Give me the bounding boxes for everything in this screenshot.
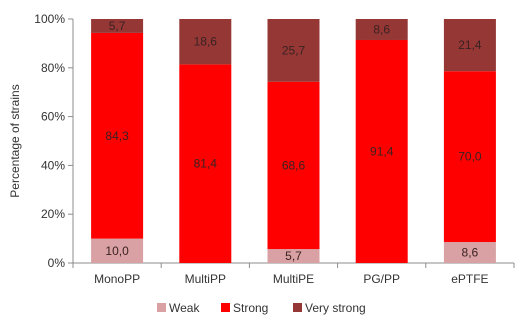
- bar-data-label: 25,7: [282, 43, 306, 57]
- bar-segment: [179, 64, 232, 263]
- legend: Weak Strong Very strong: [157, 301, 366, 315]
- bar-data-label: 81,4: [194, 157, 218, 171]
- bar-data-label: 5,7: [109, 19, 126, 33]
- y-axis-title: Percentage of strains: [8, 84, 22, 197]
- bar-data-label: 5,7: [285, 249, 302, 263]
- bar-segment: [443, 71, 496, 243]
- y-tick-label: 80%: [41, 61, 65, 75]
- bar-data-label: 84,3: [105, 129, 129, 143]
- bar-segment: [179, 19, 232, 65]
- legend-swatch: [221, 303, 230, 312]
- bar-segment: [355, 19, 408, 40]
- bar-segment: [91, 238, 144, 263]
- y-tick-label: 100%: [34, 12, 65, 26]
- bar-segment: [443, 19, 496, 72]
- bar-data-label: 70,0: [458, 150, 482, 164]
- y-tick-label: 20%: [41, 207, 65, 221]
- bar-segment: [443, 242, 496, 263]
- bar-segment: [355, 39, 408, 263]
- axes: 0% 20% 40% 60% 80% 100% Percentage of strains M…: [8, 12, 515, 286]
- bar-data-label: 8,6: [462, 246, 479, 260]
- data-labels: 10,0 84,3 5,7 81,4 18,6 5,7 68,6 25,7 91,4 8,6 8,6…: [105, 19, 481, 263]
- bar-data-label: 10,0: [105, 244, 129, 258]
- x-category-label: ePTFE: [451, 272, 488, 286]
- bar-segment: [267, 249, 320, 263]
- legend-label: Weak: [169, 301, 200, 315]
- legend-label: Strong: [233, 301, 268, 315]
- y-tick-label: 0%: [48, 256, 66, 270]
- y-tick-label: 60%: [41, 110, 65, 124]
- bar-segment: [267, 81, 320, 250]
- bar-data-label: 21,4: [458, 38, 482, 52]
- bar-segment: [91, 32, 144, 239]
- bar-segment: [91, 19, 144, 33]
- bar-data-label: 8,6: [373, 22, 390, 36]
- y-tick-label: 40%: [41, 158, 65, 172]
- bar-data-label: 91,4: [370, 144, 394, 158]
- bars: [91, 19, 496, 263]
- x-category-label: MultiPE: [273, 272, 314, 286]
- x-category-label: MultiPP: [185, 272, 226, 286]
- x-category-label: MonoPP: [94, 272, 140, 286]
- bar-data-label: 18,6: [194, 35, 218, 49]
- legend-label: Very strong: [305, 301, 366, 315]
- legend-swatch: [293, 303, 302, 312]
- x-category-label: PG/PP: [363, 272, 400, 286]
- bar-data-label: 68,6: [282, 158, 306, 172]
- bar-segment: [267, 19, 320, 82]
- legend-swatch: [157, 303, 166, 312]
